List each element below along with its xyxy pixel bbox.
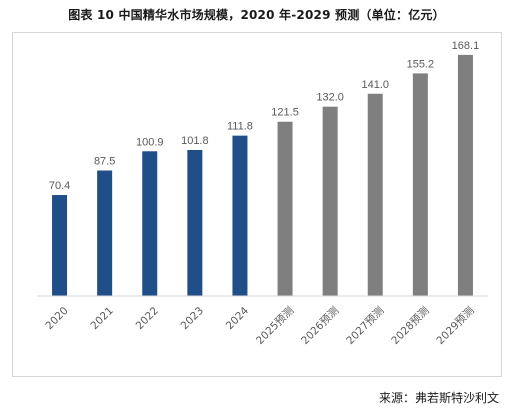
chart-title: 图表 10 中国精华水市场规模，2020 年-2029 预测（单位：亿元） xyxy=(68,8,445,22)
value-label-2021: 87.5 xyxy=(94,156,115,168)
x-tick-label-2024: 2024 xyxy=(224,305,252,333)
x-tick-labels-group: 2020 2021 2022 2023 2024 2025预测 2026预测 2027预测 20… xyxy=(43,304,476,347)
value-label-2025预测: 121.5 xyxy=(271,107,299,119)
x-tick-label-2022: 2022 xyxy=(134,305,161,332)
x-tick-label-2027预测: 2027预测 xyxy=(344,304,387,347)
x-tick-label-2028预测: 2028预测 xyxy=(389,304,432,347)
bar-2027预测 xyxy=(367,93,383,296)
bar-2025预测 xyxy=(277,121,293,296)
bar-2029预测 xyxy=(457,54,473,296)
bar-2020 xyxy=(52,195,68,296)
x-tick-label-2023: 2023 xyxy=(179,305,206,332)
value-label-2026预测: 132.0 xyxy=(316,92,344,104)
x-tick-label-2026预测: 2026预测 xyxy=(298,304,341,347)
bar-2023 xyxy=(187,149,203,296)
x-tick-label-2020: 2020 xyxy=(43,305,70,332)
bar-2024 xyxy=(232,135,248,296)
value-label-2020: 70.4 xyxy=(49,180,70,192)
bar-2026预测 xyxy=(322,106,338,296)
bar-2022 xyxy=(142,151,158,296)
bar-2028预测 xyxy=(412,73,428,296)
x-tick-label-2029预测: 2029预测 xyxy=(434,304,477,347)
x-tick-label-2025预测: 2025预测 xyxy=(253,304,296,347)
value-label-2027预测: 141.0 xyxy=(361,79,389,91)
bar-2021 xyxy=(97,170,113,296)
value-label-2023: 101.8 xyxy=(181,135,209,147)
x-tick-label-2021: 2021 xyxy=(88,305,115,332)
bars-group xyxy=(52,54,473,296)
value-label-2028预测: 155.2 xyxy=(407,58,435,70)
source-note: 来源：弗若斯特沙利文 xyxy=(378,391,499,405)
value-label-2022: 100.9 xyxy=(136,136,164,148)
value-label-2024: 111.8 xyxy=(227,121,253,133)
value-label-2029预测: 168.1 xyxy=(452,40,480,52)
value-labels-group: 70.4 87.5 100.9 101.8 111.8 121.5 132.0 141.0 15… xyxy=(49,40,479,192)
